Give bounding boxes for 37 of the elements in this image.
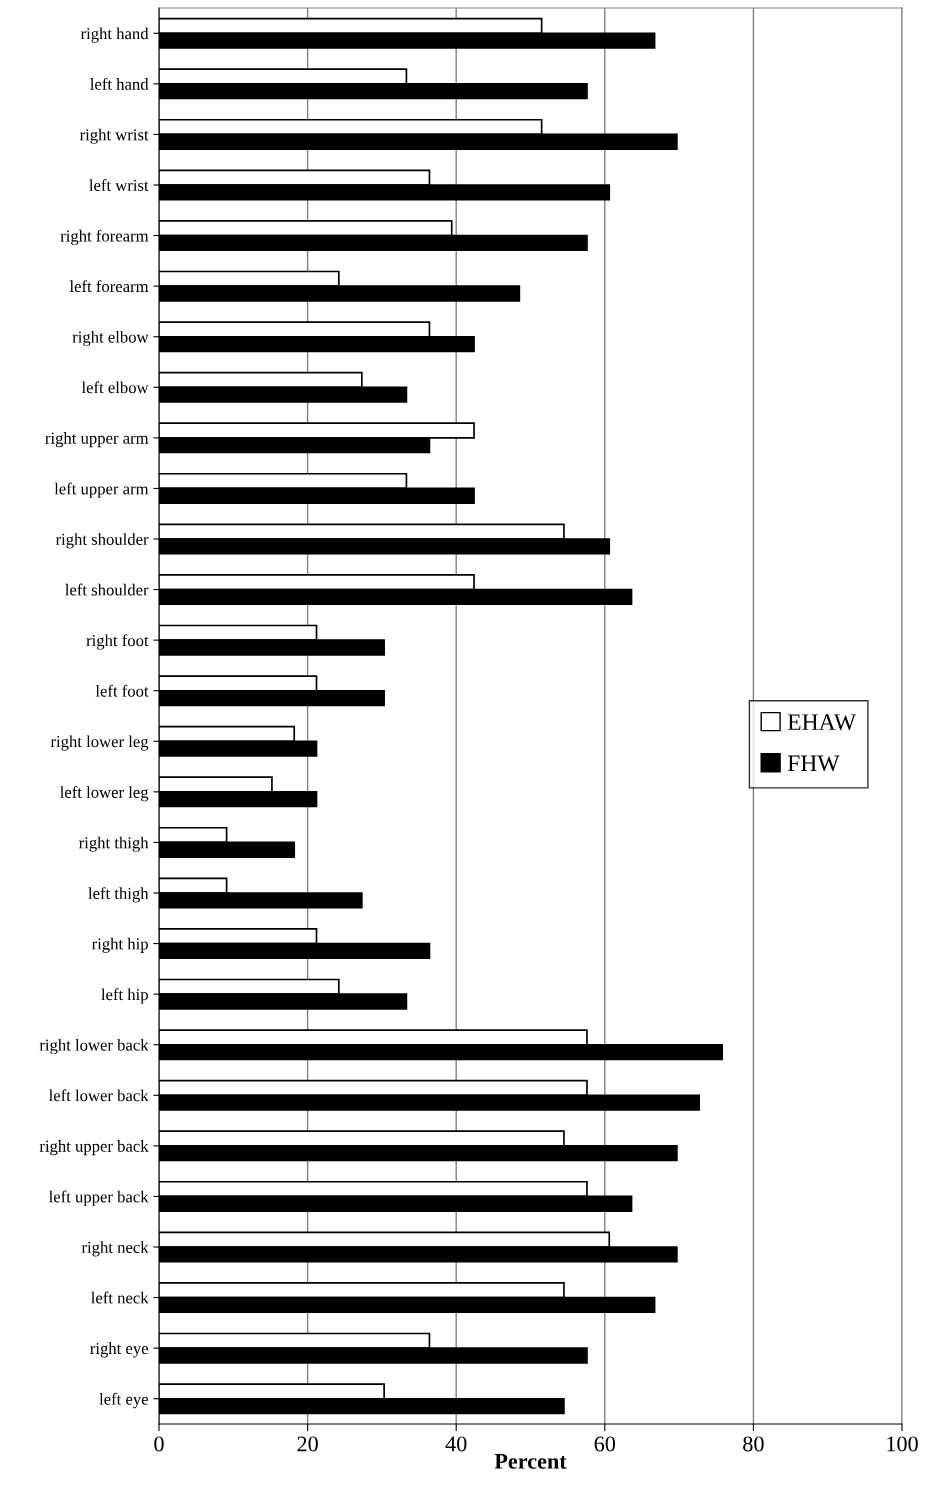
y-tick-label: right hand <box>80 27 149 43</box>
legend-label: FHW <box>787 755 840 772</box>
y-tick-label: left foot <box>95 684 149 697</box>
y-tick-label: left forearm <box>69 280 149 293</box>
y-tick-label: right lower leg <box>50 735 149 751</box>
y-tick-label: right foot <box>86 634 149 650</box>
y-tick-label: right eye <box>90 1342 149 1358</box>
y-tick-label: right hip <box>91 937 148 953</box>
y-tick-label: left shoulder <box>65 583 149 596</box>
x-tick-label: 100 <box>887 1436 918 1452</box>
y-tick-label: right shoulder <box>55 533 149 549</box>
y-tick-label: left upper arm <box>54 482 149 498</box>
y-tick-label: right upper back <box>39 1140 149 1156</box>
y-tick-label: left lower leg <box>60 785 149 802</box>
y-tick-label: right neck <box>81 1241 149 1257</box>
legend-label: EHAW <box>787 714 857 731</box>
x-tick-label: 20 <box>297 1436 318 1452</box>
x-tick-label: 40 <box>445 1436 467 1452</box>
x-tick-label: 80 <box>743 1436 764 1452</box>
y-tick-label: right upper arm <box>45 432 149 448</box>
y-tick-label: left hand <box>90 77 149 90</box>
y-tick-label: left lower back <box>48 1089 149 1102</box>
y-tick-label: left elbow <box>81 381 149 394</box>
y-tick-label: left upper back <box>48 1190 149 1206</box>
y-tick-label: left eye <box>99 1392 148 1409</box>
y-tick-label: right thigh <box>79 836 149 852</box>
y-tick-label: left thigh <box>88 887 149 903</box>
x-axis-title: Percent <box>494 1454 567 1469</box>
y-tick-label: right lower back <box>39 1038 149 1055</box>
y-tick-label: left neck <box>91 1291 149 1304</box>
y-tick-label: left hip <box>101 988 148 1004</box>
y-tick-label: right forearm <box>60 229 149 246</box>
y-tick-label: right elbow <box>72 330 149 347</box>
y-tick-label: right wrist <box>79 128 149 144</box>
y-tick-label: left wrist <box>89 179 149 191</box>
x-tick-label: 0 <box>154 1436 164 1452</box>
x-tick-label: 60 <box>594 1436 616 1452</box>
